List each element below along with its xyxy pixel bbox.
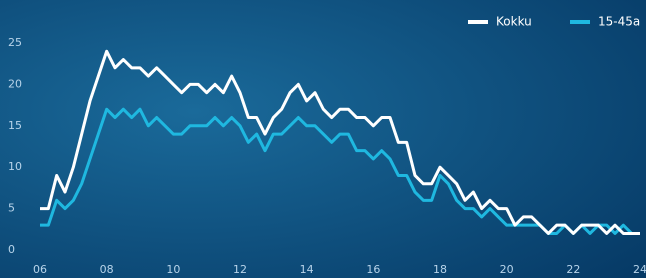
legend-label: 15-45a [598,15,640,29]
x-tick-label: 18 [433,263,447,276]
x-tick-label: 22 [566,263,580,276]
y-tick-label: 15 [8,119,22,132]
x-tick-label: 12 [233,263,247,276]
legend-label: Kokku [496,15,532,29]
y-tick-label: 25 [8,36,22,49]
y-tick-label: 5 [8,202,15,215]
y-tick-label: 20 [8,77,22,90]
x-tick-label: 14 [300,263,314,276]
x-tick-label: 24 [633,263,646,276]
x-tick-label: 16 [366,263,380,276]
x-tick-label: 20 [500,263,514,276]
y-tick-label: 10 [8,160,22,173]
x-tick-label: 06 [33,263,47,276]
chart: 0 5 10 15 20 25 06 08 10 12 14 16 18 20 22 24 Kokku 15-45… [0,0,646,278]
page: 0 5 10 15 20 25 06 08 10 12 14 16 18 20 22 24 Kokku 15-45… [0,0,646,278]
x-tick-label: 08 [100,263,114,276]
y-tick-label: 0 [8,243,15,256]
x-tick-label: 10 [166,263,180,276]
